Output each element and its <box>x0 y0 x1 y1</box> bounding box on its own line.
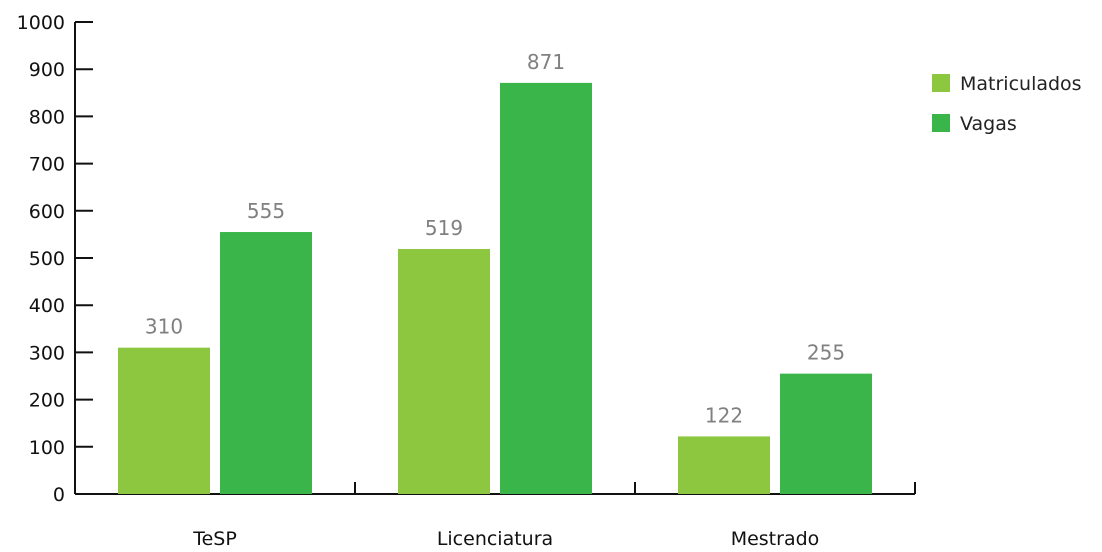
y-tick-label: 600 <box>29 201 65 223</box>
data-label: 122 <box>705 403 743 427</box>
y-tick-label: 200 <box>29 390 65 412</box>
data-label: 519 <box>425 216 463 240</box>
bar-matriculados-licenciatura <box>398 249 490 494</box>
legend-swatch <box>932 114 950 132</box>
y-tick-label: 900 <box>29 59 65 81</box>
bar-vagas-mestrado <box>780 373 872 494</box>
legend-label: Vagas <box>960 113 1017 135</box>
data-label: 255 <box>807 341 845 365</box>
bar-matriculados-tesp <box>118 347 210 494</box>
y-tick-label: 800 <box>29 106 65 128</box>
bar-vagas-tesp <box>220 232 312 495</box>
bars: 310 519 122 555 871 255 <box>118 50 872 495</box>
bar-vagas-licenciatura <box>500 82 592 494</box>
data-label: 871 <box>527 50 565 74</box>
x-tick-label: TeSP <box>192 528 237 550</box>
data-label: 555 <box>247 199 285 223</box>
legend-swatch <box>932 74 950 92</box>
y-tick-label: 0 <box>53 484 65 506</box>
y-tick-label: 500 <box>29 248 65 270</box>
data-label: 310 <box>145 315 183 339</box>
y-tick-label: 300 <box>29 342 65 364</box>
y-tick-label: 100 <box>29 437 65 459</box>
x-tick-label: Licenciatura <box>437 528 553 550</box>
bar-matriculados-mestrado <box>678 436 770 494</box>
y-tick-label: 1000 <box>17 12 65 34</box>
y-axis: 0 100 200 300 400 500 600 700 800 900 1000 <box>17 12 93 506</box>
legend: Matriculados Vagas <box>932 73 1082 135</box>
y-tick-label: 400 <box>29 295 65 317</box>
x-tick-label: Mestrado <box>731 528 820 550</box>
x-axis: TeSP Licenciatura Mestrado <box>75 482 916 550</box>
legend-label: Matriculados <box>960 73 1082 95</box>
y-tick-label: 700 <box>29 154 65 176</box>
